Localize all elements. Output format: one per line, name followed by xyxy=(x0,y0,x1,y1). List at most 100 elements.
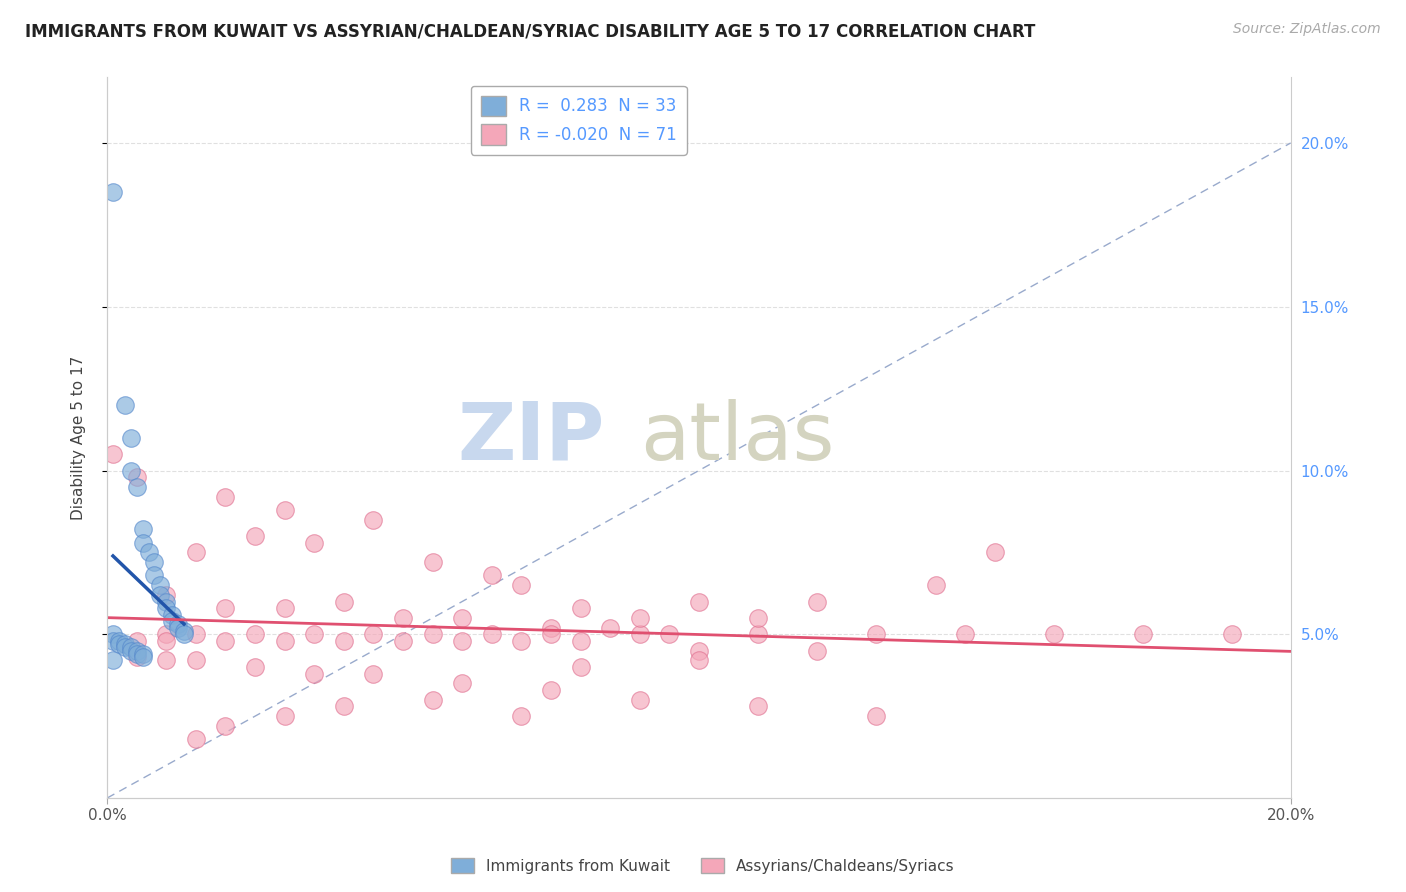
Point xyxy=(628,627,651,641)
Point xyxy=(628,611,651,625)
Point xyxy=(363,666,385,681)
Legend: Immigrants from Kuwait, Assyrians/Chaldeans/Syriacs: Immigrants from Kuwait, Assyrians/Chalde… xyxy=(446,852,960,880)
Point xyxy=(114,398,136,412)
Point xyxy=(101,185,124,199)
Point xyxy=(160,607,183,622)
Point xyxy=(688,643,710,657)
Point xyxy=(924,578,946,592)
Point xyxy=(101,633,124,648)
Point xyxy=(125,470,148,484)
Point xyxy=(747,611,769,625)
Point xyxy=(747,627,769,641)
Point xyxy=(167,617,190,632)
Point xyxy=(125,480,148,494)
Point xyxy=(214,490,236,504)
Point xyxy=(114,637,136,651)
Point xyxy=(243,627,266,641)
Point xyxy=(138,545,160,559)
Point xyxy=(984,545,1007,559)
Point xyxy=(101,627,124,641)
Point xyxy=(131,650,153,665)
Point xyxy=(540,627,562,641)
Point xyxy=(806,643,828,657)
Point xyxy=(131,535,153,549)
Point xyxy=(160,614,183,628)
Point xyxy=(155,601,177,615)
Point xyxy=(333,699,356,714)
Point xyxy=(173,627,195,641)
Point xyxy=(806,594,828,608)
Point xyxy=(184,653,207,667)
Point xyxy=(865,709,887,723)
Point xyxy=(120,640,142,655)
Point xyxy=(108,637,131,651)
Point xyxy=(143,568,166,582)
Point xyxy=(865,627,887,641)
Point xyxy=(599,621,621,635)
Point xyxy=(155,653,177,667)
Point xyxy=(569,633,592,648)
Text: IMMIGRANTS FROM KUWAIT VS ASSYRIAN/CHALDEAN/SYRIAC DISABILITY AGE 5 TO 17 CORREL: IMMIGRANTS FROM KUWAIT VS ASSYRIAN/CHALD… xyxy=(25,22,1036,40)
Point xyxy=(747,699,769,714)
Legend: R =  0.283  N = 33, R = -0.020  N = 71: R = 0.283 N = 33, R = -0.020 N = 71 xyxy=(471,86,686,155)
Point xyxy=(101,447,124,461)
Point xyxy=(243,660,266,674)
Point xyxy=(131,647,153,661)
Text: Source: ZipAtlas.com: Source: ZipAtlas.com xyxy=(1233,22,1381,37)
Point xyxy=(167,621,190,635)
Point xyxy=(481,568,503,582)
Point xyxy=(302,535,325,549)
Point xyxy=(333,594,356,608)
Point xyxy=(688,653,710,667)
Point xyxy=(243,529,266,543)
Point xyxy=(273,601,295,615)
Point xyxy=(451,676,474,690)
Point xyxy=(481,627,503,641)
Point xyxy=(955,627,977,641)
Point xyxy=(120,431,142,445)
Point xyxy=(125,643,148,657)
Point xyxy=(120,643,142,657)
Point xyxy=(658,627,681,641)
Point xyxy=(273,503,295,517)
Text: ZIP: ZIP xyxy=(457,399,605,476)
Point xyxy=(302,666,325,681)
Point xyxy=(333,633,356,648)
Point xyxy=(392,611,415,625)
Point xyxy=(688,594,710,608)
Point xyxy=(422,555,444,569)
Point xyxy=(510,578,533,592)
Point xyxy=(149,578,172,592)
Point xyxy=(540,683,562,698)
Point xyxy=(125,633,148,648)
Point xyxy=(363,513,385,527)
Point xyxy=(155,627,177,641)
Point xyxy=(125,650,148,665)
Point xyxy=(120,463,142,477)
Point xyxy=(273,709,295,723)
Y-axis label: Disability Age 5 to 17: Disability Age 5 to 17 xyxy=(72,356,86,520)
Point xyxy=(510,633,533,648)
Point xyxy=(422,693,444,707)
Point xyxy=(214,719,236,733)
Point xyxy=(108,633,131,648)
Point xyxy=(422,627,444,641)
Point xyxy=(540,621,562,635)
Point xyxy=(392,633,415,648)
Point xyxy=(155,588,177,602)
Point xyxy=(1132,627,1154,641)
Point xyxy=(302,627,325,641)
Point xyxy=(125,647,148,661)
Point xyxy=(184,732,207,747)
Point xyxy=(451,611,474,625)
Point xyxy=(1220,627,1243,641)
Point xyxy=(114,640,136,655)
Point xyxy=(510,709,533,723)
Point xyxy=(569,660,592,674)
Point xyxy=(628,693,651,707)
Point xyxy=(451,633,474,648)
Point xyxy=(155,594,177,608)
Point xyxy=(149,588,172,602)
Point xyxy=(155,633,177,648)
Point xyxy=(173,624,195,638)
